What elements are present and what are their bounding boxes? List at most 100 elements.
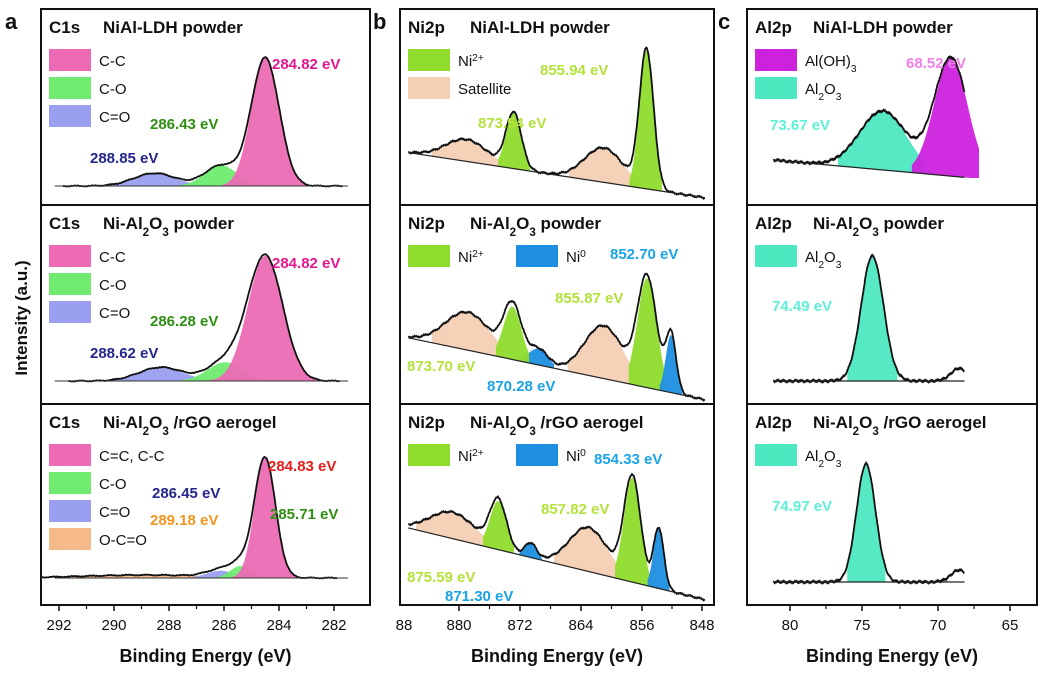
panel-frame — [746, 8, 1038, 606]
peak-annotation: 73.67 eV — [770, 117, 830, 134]
component-satellite — [431, 139, 503, 167]
peak-annotation: 68.52 eV — [906, 55, 966, 72]
legend-label: O-C=O — [99, 532, 147, 549]
component-al2o3 — [847, 464, 886, 582]
sample-title: Ni-Al2O3 powder — [813, 214, 944, 239]
baseline — [408, 337, 706, 401]
legend-swatch — [49, 472, 91, 494]
x-tick-label: 880 — [446, 617, 471, 634]
legend-label: C-C — [99, 249, 126, 266]
legend-swatch — [408, 77, 450, 99]
peak-annotation: 854.33 eV — [594, 451, 662, 468]
legend-label: C-O — [99, 277, 127, 294]
peak-annotation: 873.70 eV — [407, 358, 475, 375]
core-level-label: Al2p — [755, 214, 792, 233]
legend-label: Al2O3 — [805, 448, 842, 470]
spectrum-line — [407, 46, 705, 201]
panel-c1: Al2p NiAl-LDH powder Al(OH)3 Al2O3 68.52 eV 7… — [755, 18, 979, 179]
panels: a 292 290 288 286 284 282 Binding Energy (eV) b 8… — [5, 8, 1038, 666]
legend-swatch — [49, 49, 91, 71]
x-tick-label: 290 — [101, 617, 126, 634]
x-axis-label: Binding Energy (eV) — [119, 646, 291, 666]
peak-annotation: 855.87 eV — [555, 290, 623, 307]
legend-label: Al(OH)3 — [805, 53, 857, 75]
panel-a3: C1s Ni-Al2O3 /rGO aerogel C=C, C-C C-O C=O O-… — [40, 413, 349, 580]
peak-annotation: 857.82 eV — [541, 501, 609, 518]
legend-label: C=O — [99, 109, 130, 126]
component-ni0-2p3-2 — [659, 335, 683, 395]
legend-label: Al2O3 — [805, 249, 842, 271]
legend-label: Ni2+ — [458, 448, 484, 466]
peak-annotation: 289.18 eV — [150, 512, 218, 529]
peak-annotation: 855.94 eV — [540, 62, 608, 79]
component-ni2-2p3-2 — [629, 50, 662, 192]
x-tick-label: 848 — [689, 617, 714, 634]
x-axis-label: Binding Energy (eV) — [806, 646, 978, 666]
component-al2o3 — [838, 111, 925, 174]
x-tick-label: 88 — [396, 617, 413, 634]
x-tick-label: 65 — [1002, 617, 1019, 634]
component-satellite — [415, 511, 491, 548]
component-satellite — [567, 325, 637, 386]
legend-label: Ni0 — [566, 448, 586, 466]
fit-components — [847, 256, 898, 381]
legend-swatch — [408, 49, 450, 71]
x-axis-label: Binding Energy (eV) — [471, 646, 643, 666]
panel-b2: Ni2p Ni-Al2O3 powder Ni2+ Ni0 852.70 eV 855.8… — [407, 214, 706, 402]
component-ni2-2p1-2 — [495, 306, 530, 363]
spectrum-line — [68, 253, 341, 383]
panel-frame — [40, 8, 371, 606]
x-tick-label: 70 — [930, 617, 947, 634]
fit-components — [838, 58, 979, 179]
panel-letter: a — [5, 9, 18, 34]
legend-swatch — [755, 77, 797, 99]
legend-swatch — [516, 444, 558, 466]
core-level-label: Ni2p — [408, 18, 445, 37]
legend-label: Ni2+ — [458, 53, 484, 71]
component-ni2-2p1-2 — [498, 113, 530, 172]
component-c-c — [222, 58, 310, 186]
x-tick-label: 288 — [156, 617, 181, 634]
legend-label: C=O — [99, 504, 130, 521]
peak-annotation: 873.54 eV — [478, 115, 546, 132]
spectrum-line — [62, 56, 343, 188]
peak-annotation: 284.83 eV — [268, 458, 336, 475]
peak-annotation: 288.85 eV — [90, 150, 158, 167]
x-tick-label: 856 — [629, 617, 654, 634]
x-tick-label: 864 — [568, 617, 593, 634]
sample-title: Ni-Al2O3 powder — [470, 214, 601, 239]
component-ni2-2p3-2 — [628, 278, 665, 392]
panel-letter: b — [373, 9, 386, 34]
core-level-label: Al2p — [755, 18, 792, 37]
legend-label: C=O — [99, 305, 130, 322]
panel-b1: Ni2p NiAl-LDH powder Ni2+ Satellite 855.94 e… — [407, 18, 706, 201]
core-level-label: Ni2p — [408, 214, 445, 233]
legend-swatch — [516, 245, 558, 267]
spectrum-line — [407, 272, 705, 402]
sample-title: Ni-Al2O3 /rGO aerogel — [813, 413, 987, 438]
x-tick-label: 286 — [211, 617, 236, 634]
legend-swatch — [408, 444, 450, 466]
peak-annotation: 74.49 eV — [772, 298, 832, 315]
sample-title: Ni-Al2O3 /rGO aerogel — [103, 413, 277, 438]
peak-annotation: 286.28 eV — [150, 313, 218, 330]
component-ni0-2p1-2 — [522, 348, 554, 369]
core-level-label: Al2p — [755, 413, 792, 432]
sample-title: Ni-Al2O3 /rGO aerogel — [470, 413, 644, 438]
panel-c2: Al2p Ni-Al2O3 powder Al2O3 74.49 eV — [755, 214, 965, 385]
x-tick-label: 80 — [782, 617, 799, 634]
legend-swatch — [49, 273, 91, 295]
legend-swatch — [49, 301, 91, 323]
column-b: b 880 872 864 856 848 88 Binding Energy (eV) — [373, 8, 715, 666]
legend-label: C-C — [99, 53, 126, 70]
peak-annotation: 871.30 eV — [445, 588, 513, 605]
panel-letter: c — [718, 9, 730, 34]
panel-b3: Ni2p Ni-Al2O3 /rGO aerogel Ni2+ Ni0 854.33 e… — [407, 413, 706, 605]
legend-label: Ni2+ — [458, 249, 484, 267]
peak-annotation: 286.43 eV — [150, 116, 218, 133]
baseline — [773, 159, 965, 178]
column-c: c 80 75 70 65 Binding Energy (eV) — [718, 8, 1038, 666]
peak-annotation: 870.28 eV — [487, 378, 555, 395]
legend-swatch — [408, 245, 450, 267]
panel-c3: Al2p Ni-Al2O3 /rGO aerogel Al2O3 74.97 eV — [755, 413, 987, 586]
